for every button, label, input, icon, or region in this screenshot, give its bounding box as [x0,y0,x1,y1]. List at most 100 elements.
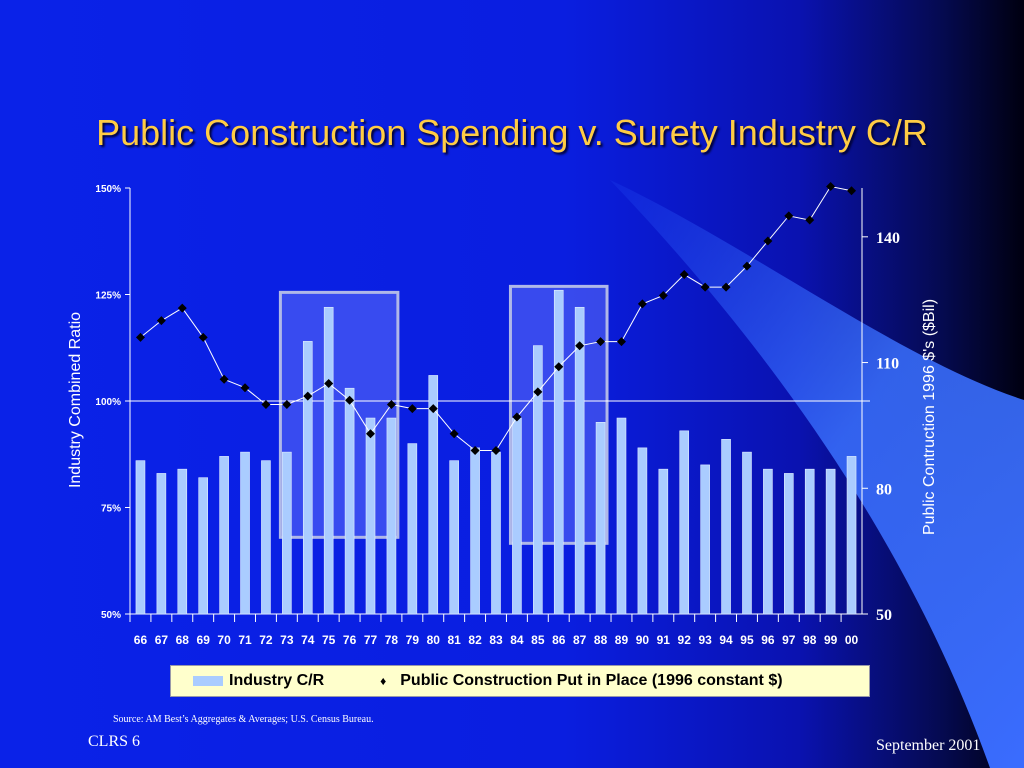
bar-industry-cr [156,473,167,615]
x-tick-label: 84 [510,633,524,647]
line-point-marker [386,399,396,409]
line-point-marker [135,332,145,342]
left-tick-label: 75% [101,504,121,515]
line-point-marker [512,412,522,422]
bar-industry-cr [637,447,648,615]
x-tick-label: 70 [217,633,231,647]
left-tick-label: 50% [101,610,121,621]
bar-industry-cr [721,439,731,615]
bar-industry-cr [574,306,585,615]
right-tick-label: 80 [876,481,892,498]
x-tick-label: 79 [406,633,420,647]
slide-title: Public Construction Spending v. Surety I… [96,112,928,153]
footer-date: September 2001 [876,737,981,754]
x-tick-label: 83 [489,633,503,647]
line-point-marker [219,374,229,384]
line-point-marker [742,261,752,271]
x-tick-label: 75 [322,633,336,647]
x-tick-label: 00 [845,633,859,647]
right-tick-label: 110 [876,356,899,373]
left-tick-label: 125% [95,291,121,302]
x-tick-label: 89 [615,633,629,647]
line-point-marker [407,404,417,414]
line-point-marker [470,446,480,456]
bar-industry-cr [177,468,188,615]
bar-industry-cr [658,468,669,615]
x-tick-label: 71 [238,633,252,647]
legend-bar-swatch [193,676,223,686]
line-point-marker [554,362,564,372]
x-tick-label: 82 [468,633,482,647]
line-point-marker [491,446,501,456]
legend-diamond-icon: ♦ [380,674,387,688]
bar-industry-cr [428,375,439,615]
bar-industry-cr [282,451,292,615]
x-tick-label: 80 [427,633,441,647]
x-tick-label: 68 [176,633,190,647]
bar-industry-cr [553,289,564,615]
x-tick-label: 99 [824,633,838,647]
line-point-marker [324,379,334,388]
line-point-marker [763,236,773,246]
left-tick-label: 100% [95,397,121,408]
bar-industry-cr [135,460,146,615]
line-point-marker [679,270,689,280]
line-point-marker [282,399,292,409]
bar-industry-cr [595,421,606,615]
decorative-swoosh [610,180,1024,768]
bar-industry-cr [533,345,543,615]
x-tick-label: 94 [719,633,733,647]
x-tick-label: 81 [447,633,461,647]
x-tick-label: 69 [197,633,211,647]
line-point-marker [700,282,710,292]
bar-industry-cr [679,430,690,615]
x-tick-label: 66 [134,633,148,647]
right-axis-title: Public Contruction 1996 $'s ($Bil) [921,299,938,535]
bar-industry-cr [198,477,208,615]
legend-bar-label: Industry C/R [229,672,325,689]
left-tick-label: 150% [95,184,121,195]
bar-industry-cr [470,447,480,615]
bar-industry-cr [742,451,752,615]
bar-industry-cr [323,306,334,615]
line-point-marker [449,429,459,439]
line-point-marker [637,299,647,309]
line-point-marker [345,395,355,405]
bar-industry-cr [261,460,271,615]
x-tick-label: 92 [678,633,692,647]
bar-industry-cr [386,417,397,615]
x-tick-label: 76 [343,633,357,647]
x-tick-label: 86 [552,633,566,647]
x-tick-label: 95 [740,633,754,647]
line-point-marker [805,215,815,225]
right-tick-label: 50 [876,607,892,624]
x-tick-label: 93 [698,633,712,647]
line-point-marker [826,182,836,192]
legend-line-label: Public Construction Put in Place (1996 c… [400,672,783,689]
bar-industry-cr [783,473,794,615]
bar-industry-cr [491,451,501,615]
bar-industry-cr [219,456,229,615]
line-point-marker [177,303,187,313]
line-point-marker [156,316,166,326]
x-tick-label: 78 [385,633,399,647]
legend: Industry C/R ♦ Public Construction Put i… [170,665,870,697]
x-tick-label: 72 [259,633,273,647]
bar-industry-cr [700,464,710,615]
x-tick-label: 85 [531,633,545,647]
bar-industry-cr [344,387,355,615]
highlight-period-1 [278,290,400,539]
line-point-marker [303,391,313,401]
bar-industry-cr [512,417,522,615]
bar-industry-cr [804,468,815,615]
line-point-marker [616,337,626,347]
line-point-marker [240,383,250,393]
x-tick-label: 91 [657,633,671,647]
left-axis-title: Industry Combined Ratio [67,312,84,488]
line-point-marker [847,186,857,196]
x-tick-label: 98 [803,633,817,647]
x-tick-label: 96 [761,633,775,647]
source-note: Source: AM Best’s Aggregates & Averages;… [113,714,374,725]
line-point-marker [575,341,585,351]
